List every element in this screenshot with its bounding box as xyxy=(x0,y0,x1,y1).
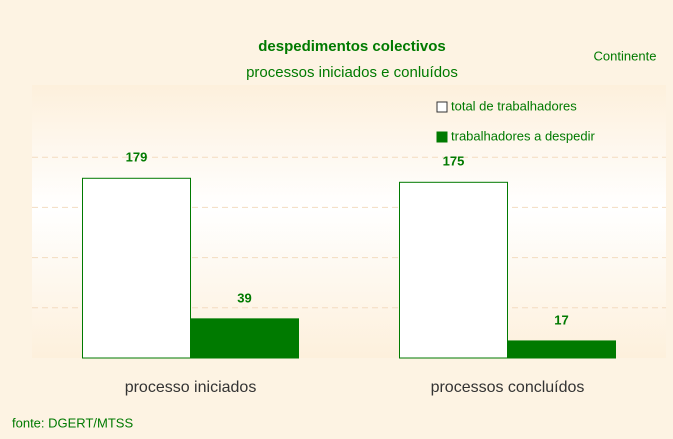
value-label: 17 xyxy=(554,312,568,327)
annotation: Continente xyxy=(594,48,657,63)
legend-label: trabalhadores a despedir xyxy=(451,128,595,143)
legend-label: total de trabalhadores xyxy=(451,98,577,113)
chart-title: despedimentos colectivos xyxy=(258,38,446,55)
chart-subtitle: processos iniciados e conluídos xyxy=(246,64,458,81)
bar xyxy=(507,340,616,359)
bar xyxy=(190,318,299,359)
value-label: 179 xyxy=(126,150,148,165)
value-label: 39 xyxy=(237,290,251,305)
source: fonte: DGERT/MTSS xyxy=(12,415,133,430)
x-tick-label: processos concluídos xyxy=(431,379,585,396)
bar xyxy=(399,181,508,359)
value-label: 175 xyxy=(443,154,465,169)
legend-swatch xyxy=(436,101,448,113)
bar xyxy=(82,177,191,359)
x-tick-label: processo iniciados xyxy=(125,379,257,396)
legend-swatch xyxy=(436,131,448,143)
